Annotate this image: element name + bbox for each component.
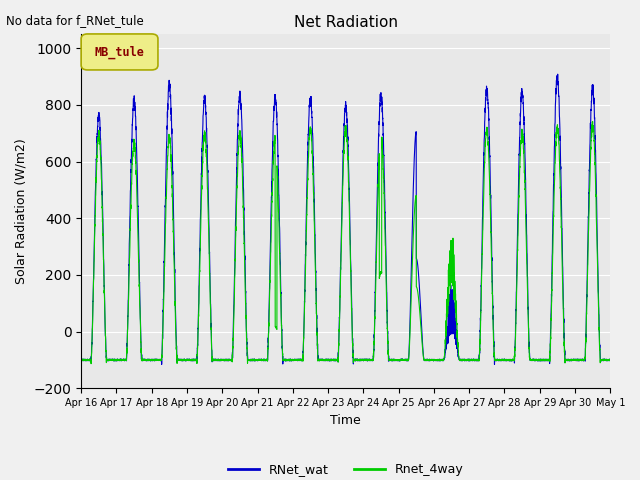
Y-axis label: Solar Radiation (W/m2): Solar Radiation (W/m2) [15, 138, 28, 284]
Rnet_4way [464, 358, 472, 363]
RNet_wat [494, 357, 502, 363]
X-axis label: Time: Time [330, 414, 361, 427]
RNet_wat [606, 357, 614, 362]
Rnet_4way [77, 357, 85, 363]
Rnet_4way [607, 357, 614, 362]
Line: RNet_wat: RNet_wat [81, 74, 611, 364]
Rnet_4way [494, 357, 502, 363]
Legend: RNet_wat, Rnet_4way: RNet_wat, Rnet_4way [223, 458, 468, 480]
RNet_wat [158, 361, 166, 367]
Rnet_4way [606, 357, 614, 362]
Rnet_4way [435, 357, 443, 363]
Line: Rnet_4way: Rnet_4way [81, 121, 611, 364]
Text: MB_tule: MB_tule [95, 45, 145, 59]
Title: Net Radiation: Net Radiation [294, 15, 397, 30]
Rnet_4way [87, 361, 95, 367]
RNet_wat [554, 72, 561, 77]
Rnet_4way [173, 346, 180, 352]
Text: No data for f_RNet_tule: No data for f_RNet_tule [6, 14, 144, 27]
RNet_wat [435, 357, 443, 363]
RNet_wat [607, 357, 614, 362]
Rnet_4way [589, 119, 596, 124]
Rnet_4way [326, 357, 333, 363]
RNet_wat [464, 358, 472, 363]
RNet_wat [173, 339, 180, 345]
RNet_wat [77, 357, 85, 363]
RNet_wat [326, 357, 333, 363]
